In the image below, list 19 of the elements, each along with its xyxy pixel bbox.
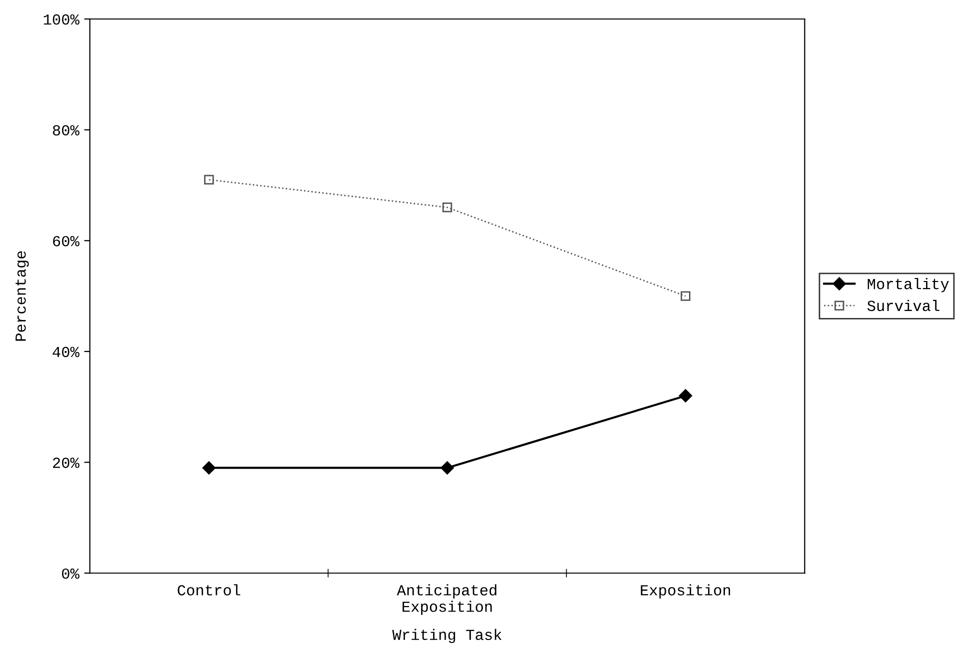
y-tick-label: 0% [62, 568, 80, 579]
y-tick-label: 100% [44, 14, 80, 25]
point [440, 461, 454, 474]
y-axis-title: Percentage [16, 251, 29, 341]
y-tick-label: 60% [53, 236, 80, 246]
point [202, 461, 216, 474]
point [680, 291, 690, 301]
point [678, 389, 692, 402]
y-tick-label: 40% [52, 346, 80, 358]
legend-label: Mortality [868, 278, 949, 292]
x-tick-label: Anticipated Exposition [396, 584, 496, 615]
x-axis-title: Writing Task [392, 628, 502, 644]
legend-label: Survival [867, 300, 940, 312]
point [442, 202, 452, 212]
y-tick-label: 20% [52, 458, 80, 468]
x-tick-label: Exposition [640, 584, 730, 598]
point [204, 174, 214, 185]
x-tick-label: Control [178, 584, 240, 596]
y-tick-label: 80% [52, 125, 80, 136]
